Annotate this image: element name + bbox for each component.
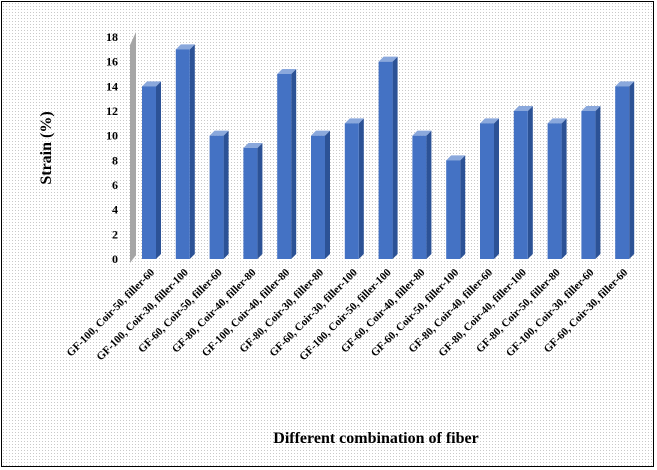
y-tick-label: 14: [106, 79, 118, 93]
y-tick-label: 16: [106, 55, 118, 69]
y-tick-label: 0: [112, 252, 118, 266]
bar: [344, 118, 364, 259]
bar: [412, 130, 432, 259]
y-axis-ticks: 0 2 4 6 8 10 12 14 16 18: [106, 30, 118, 266]
bar: [175, 44, 195, 260]
y-tick-label: 2: [112, 227, 118, 241]
bar: [378, 56, 398, 259]
y-tick-label: 12: [106, 104, 118, 118]
bar: [581, 106, 601, 259]
y-tick-label: 10: [106, 129, 118, 143]
bar: [243, 143, 263, 259]
y-tick-label: 18: [106, 30, 118, 44]
y-tick-label: 4: [112, 203, 118, 217]
bar: [446, 155, 466, 259]
bar: [615, 81, 635, 259]
bar: [547, 118, 567, 259]
y-tick-label: 8: [112, 153, 118, 167]
bar: [277, 69, 297, 259]
bars: [142, 44, 635, 260]
y-axis-title: Strain (%): [38, 111, 55, 184]
bar: [513, 106, 533, 259]
bar: [142, 81, 161, 259]
plot-back-wall: [130, 32, 136, 263]
y-tick-label: 6: [112, 178, 118, 192]
bar: [209, 130, 229, 259]
bar: [480, 118, 499, 259]
x-axis-title: Different combination of fiber: [273, 430, 478, 447]
bar: [311, 130, 330, 259]
y-axis-wall: [130, 32, 136, 263]
